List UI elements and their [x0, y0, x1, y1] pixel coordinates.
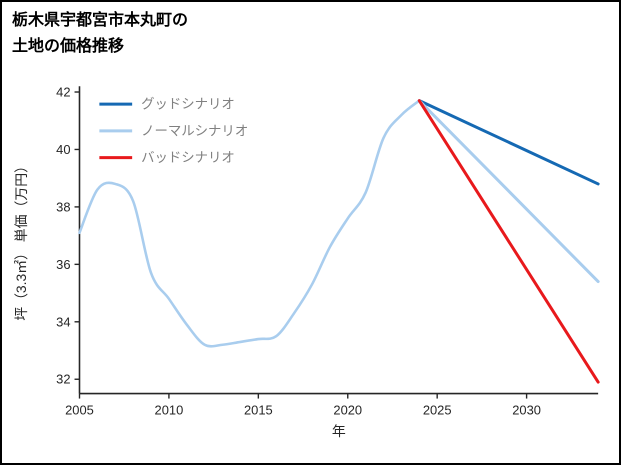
y-tick-label: 40 — [56, 142, 70, 157]
chart-title-line1: 栃木県宇都宮市本丸町の — [12, 12, 189, 29]
x-tick-label: 2015 — [244, 402, 273, 417]
x-tick-label: 2010 — [155, 402, 184, 417]
chart-title: 栃木県宇都宮市本丸町の 土地の価格推移 — [12, 8, 188, 60]
chart-title-line2: 土地の価格推移 — [12, 38, 125, 55]
series-normal-line — [417, 99, 600, 284]
y-axis-label: 坪（3.3㎡） 単価（万円） — [13, 159, 29, 321]
y-tick-label: 38 — [56, 199, 70, 214]
x-tick-label: 2030 — [512, 402, 541, 417]
legend-label-good: グッドシナリオ — [141, 97, 235, 112]
legend-label-bad: バッドシナリオ — [141, 150, 235, 165]
x-tick-label: 2005 — [65, 402, 94, 417]
x-tick-label: 2025 — [423, 402, 452, 417]
x-axis-label: 年 — [332, 423, 346, 439]
y-tick-label: 34 — [56, 314, 70, 329]
legend-label-normal: ノーマルシナリオ — [141, 123, 248, 138]
y-tick-label: 36 — [56, 257, 70, 272]
x-tick-label: 2020 — [333, 402, 362, 417]
series-good-line — [417, 99, 600, 186]
y-tick-label: 42 — [56, 84, 70, 99]
y-tick-label: 32 — [56, 372, 70, 387]
series-bad-line — [417, 99, 600, 384]
series-history-line — [78, 99, 421, 348]
